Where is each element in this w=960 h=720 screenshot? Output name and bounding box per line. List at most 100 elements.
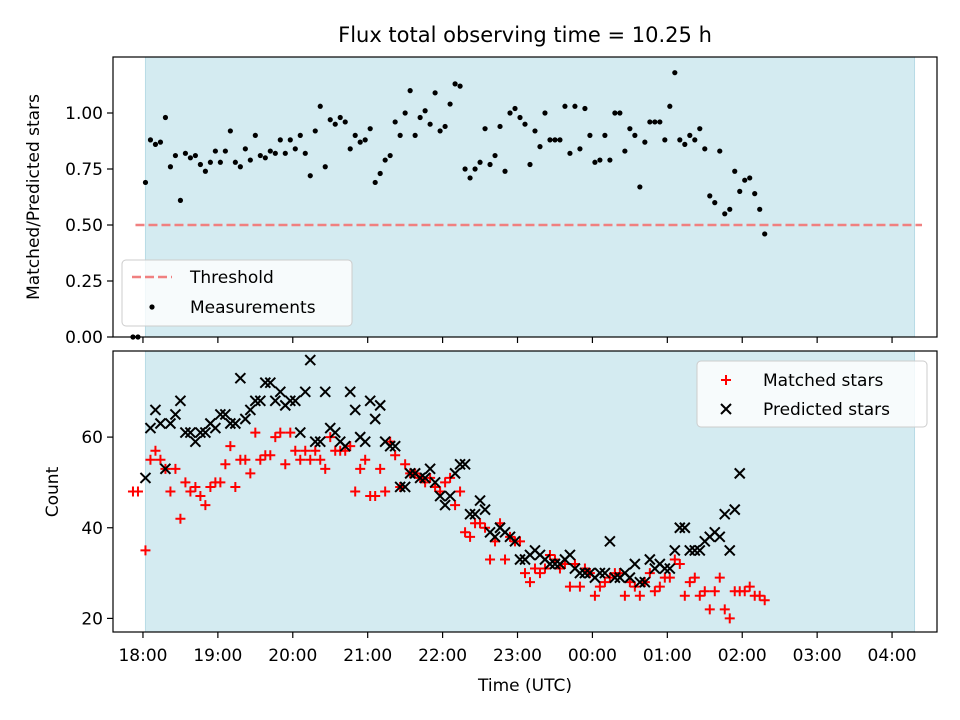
measurement-point [222, 148, 228, 154]
matched-point [270, 432, 281, 443]
matched-point [205, 481, 216, 492]
measurement-point [242, 146, 248, 152]
predicted-point [454, 458, 466, 471]
measurement-point [637, 184, 643, 190]
predicted-point [449, 467, 461, 480]
measurement-point [752, 191, 758, 197]
matched-point [619, 590, 630, 601]
measurement-point [367, 126, 373, 132]
measurement-point [302, 150, 308, 156]
measurement-point [342, 119, 348, 125]
predicted-point [319, 386, 331, 398]
matched-point [310, 445, 321, 456]
y-tick-label: 0.75 [65, 160, 103, 180]
predicted-point [244, 404, 257, 416]
matched-point [500, 554, 511, 565]
matched-point [295, 454, 306, 465]
predicted-point [284, 395, 296, 407]
predicted-point [509, 535, 521, 548]
y-tick-label: 1.00 [65, 104, 103, 124]
matched-point [744, 581, 755, 592]
matched-point [250, 427, 261, 438]
matched-point [594, 581, 605, 592]
predicted-point [374, 399, 386, 412]
predicted-point [664, 562, 676, 575]
legend-predicted-label: Predicted stars [763, 400, 890, 420]
measurement-point [382, 157, 388, 163]
matched-point [370, 491, 381, 502]
bottom-y-axis-label: Count [43, 466, 63, 517]
predicted-point [644, 553, 656, 566]
predicted-point [344, 386, 356, 398]
measurement-point [442, 123, 448, 130]
matched-point [460, 527, 471, 538]
y-tick-label: 0.25 [65, 272, 103, 292]
x-tick-label: 19:00 [193, 646, 242, 666]
measurement-point [527, 161, 533, 168]
measurement-point [612, 110, 618, 116]
matched-point [280, 459, 291, 470]
predicted-point [329, 426, 341, 439]
measurement-point [467, 175, 473, 181]
measurement-point [677, 137, 683, 143]
measurement-point [177, 197, 184, 203]
matched-point [175, 513, 186, 524]
measurement-point [227, 128, 233, 134]
measurement-point [152, 141, 159, 147]
legend-predicted-swatch [720, 403, 732, 415]
predicted-point [629, 558, 641, 570]
matched-point [220, 459, 231, 470]
x-tick-label: 01:00 [643, 646, 692, 666]
measurement-point [432, 90, 438, 96]
predicted-point [424, 463, 436, 475]
x-tick-label: 20:00 [268, 646, 317, 666]
predicted-point [514, 553, 526, 566]
x-tick-label: 23:00 [493, 646, 542, 666]
measurement-point [332, 121, 338, 127]
matched-point [754, 590, 765, 601]
x-tick-label: 22:00 [418, 646, 467, 666]
predicted-point [419, 472, 431, 484]
x-tick-label: 04:00 [868, 646, 917, 666]
x-axis-label: Time (UTC) [477, 676, 572, 696]
measurement-point [592, 159, 598, 165]
predicted-point [174, 395, 187, 407]
measurement-point [707, 193, 713, 199]
measurement-point [672, 70, 678, 76]
matched-point [195, 491, 206, 502]
measurement-point [737, 188, 743, 194]
matched-point [240, 454, 251, 465]
matched-point [694, 590, 705, 601]
legend-matched-label: Matched stars [763, 371, 883, 391]
measurement-point [557, 137, 563, 143]
measurement-point [362, 137, 368, 143]
measurement-point [357, 139, 363, 145]
predicted-point [399, 481, 411, 493]
measurement-point [447, 101, 453, 107]
measurement-point [562, 103, 568, 109]
measurement-point [352, 132, 358, 138]
matched-point [724, 613, 735, 624]
matched-point [574, 581, 585, 592]
predicted-point [364, 395, 376, 407]
matched-point [704, 604, 715, 615]
matched-point [450, 500, 461, 511]
measurement-point [692, 137, 698, 143]
measurement-point [657, 119, 663, 125]
measurement-point [682, 141, 688, 147]
matched-point [515, 536, 526, 547]
x-tick-label: 00:00 [568, 646, 617, 666]
measurement-point [697, 126, 703, 132]
predicted-point [719, 508, 731, 520]
measurement-point [477, 159, 483, 165]
matched-point [455, 486, 466, 497]
measurement-point [297, 132, 303, 138]
measurement-point [762, 231, 768, 237]
predicted-point [459, 458, 471, 471]
matched-point [465, 531, 476, 542]
predicted-point [194, 426, 207, 439]
legend-matched-swatch [721, 375, 731, 385]
measurement-point [492, 152, 498, 159]
predicted-point [659, 562, 671, 575]
